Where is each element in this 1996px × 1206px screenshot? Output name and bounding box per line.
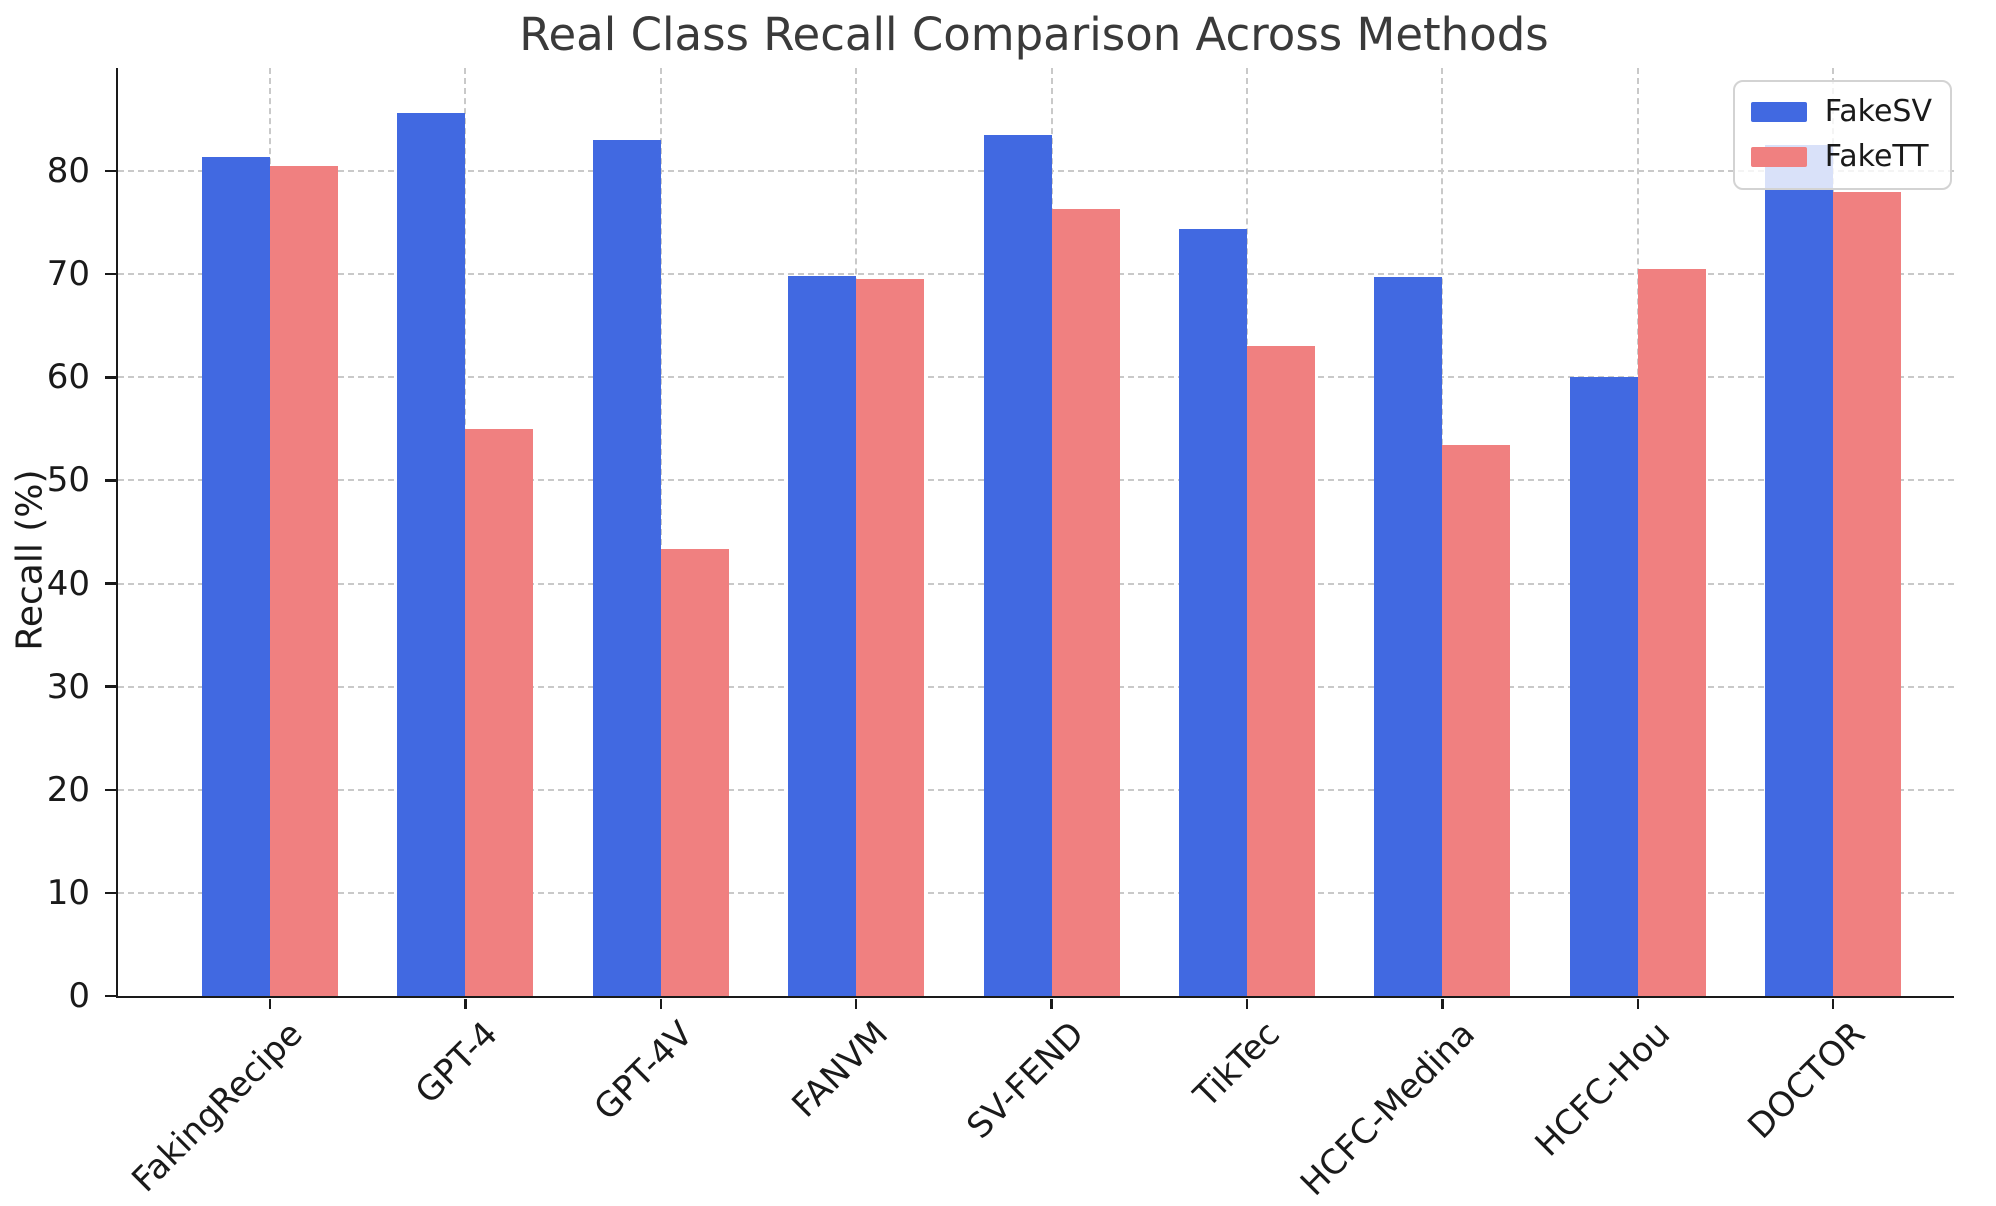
legend: FakeSV FakeTT [1732,80,1952,190]
x-tick-GPT-4V [659,998,663,1009]
y-tick-80 [105,169,116,173]
x-tick-label-HCFC-Medina: HCFC-Medina [1292,1014,1483,1204]
y-tick-label-30: 30 [46,666,90,707]
x-tick-label-SV-FEND: SV-FEND [959,1014,1092,1147]
x-tick-HCFC-Medina [1441,998,1444,1009]
y-tick-label-80: 80 [46,151,90,192]
y-tick-label-50: 50 [46,460,90,501]
y-tick-label-0: 0 [68,976,90,1016]
y-tick-60 [105,376,116,379]
x-tick-label-FakingRecipe: FakingRecipe [124,1014,311,1201]
y-tick-70 [105,272,116,276]
y-tick-20 [105,788,116,792]
x-tick-DOCTOR [1831,998,1835,1009]
x-tick-GPT-4 [464,998,467,1009]
chart-title: Real Class Recall Comparison Across Meth… [519,8,1549,61]
bar-fakett-FakingRecipe [270,165,338,996]
y-tick-50 [105,479,116,482]
bar-fakett-TikTec [1247,346,1315,996]
bar-fakesv-FakingRecipe [202,156,270,996]
y-tick-label-60: 60 [46,357,90,398]
bar-fakett-GPT-4V [660,548,729,996]
x-tick-label-GPT-4: GPT-4 [407,1014,506,1112]
y-tick-label-40: 40 [46,563,90,604]
bar-fakesv-FANVM [788,276,857,996]
legend-label-fakett: FakeTT [1824,139,1929,174]
x-tick-label-HCFC-Hou: HCFC-Hou [1527,1014,1679,1165]
y-tick-label-70: 70 [46,254,90,295]
x-tick-TikTec [1245,998,1249,1009]
x-tick-FakingRecipe [268,998,272,1009]
y-tick-30 [105,685,116,688]
x-tick-FANVM [854,998,858,1009]
x-tick-label-GPT-4V: GPT-4V [586,1014,702,1129]
bar-fakett-DOCTOR [1833,191,1902,996]
bar-fakett-HCFC-Hou [1637,269,1706,996]
y-tick-10 [105,891,116,895]
x-tick-HCFC-Hou [1636,998,1640,1009]
x-tick-label-FANVM: FANVM [784,1014,897,1126]
y-tick-label-10: 10 [46,872,90,913]
y-tick-0 [105,994,116,998]
legend-swatch-fakett [1750,146,1807,167]
legend-item-fakesv: FakeSV [1750,94,1932,129]
bar-fakett-HCFC-Medina [1442,445,1511,996]
legend-label-fakesv: FakeSV [1824,94,1932,129]
bar-fakesv-HCFC-Hou [1569,377,1638,996]
bar-fakett-SV-FEND [1051,209,1120,996]
x-tick-label-TikTec: TikTec [1185,1014,1288,1116]
y-tick-40 [105,582,116,585]
bar-fakesv-HCFC-Medina [1374,277,1443,996]
legend-swatch-fakesv [1750,101,1807,122]
bar-fakesv-TikTec [1179,228,1247,996]
bar-fakesv-GPT-4 [397,113,466,996]
x-tick-SV-FEND [1050,998,1053,1009]
bar-fakett-GPT-4 [465,428,534,996]
bar-fakett-FANVM [856,279,925,996]
gridline-v-GPT-4V [659,68,662,996]
x-tick-label-DOCTOR: DOCTOR [1740,1014,1874,1147]
bar-fakesv-DOCTOR [1765,145,1834,996]
plot-area: 0 10 20 30 40 50 60 70 80 FakingRecipe GPT-4 GPT-4V… [47,68,1954,1204]
legend-item-fakett: FakeTT [1750,139,1932,174]
y-tick-label-20: 20 [46,769,90,810]
bar-fakesv-GPT-4V [592,140,661,996]
bar-fakesv-SV-FEND [983,135,1052,996]
